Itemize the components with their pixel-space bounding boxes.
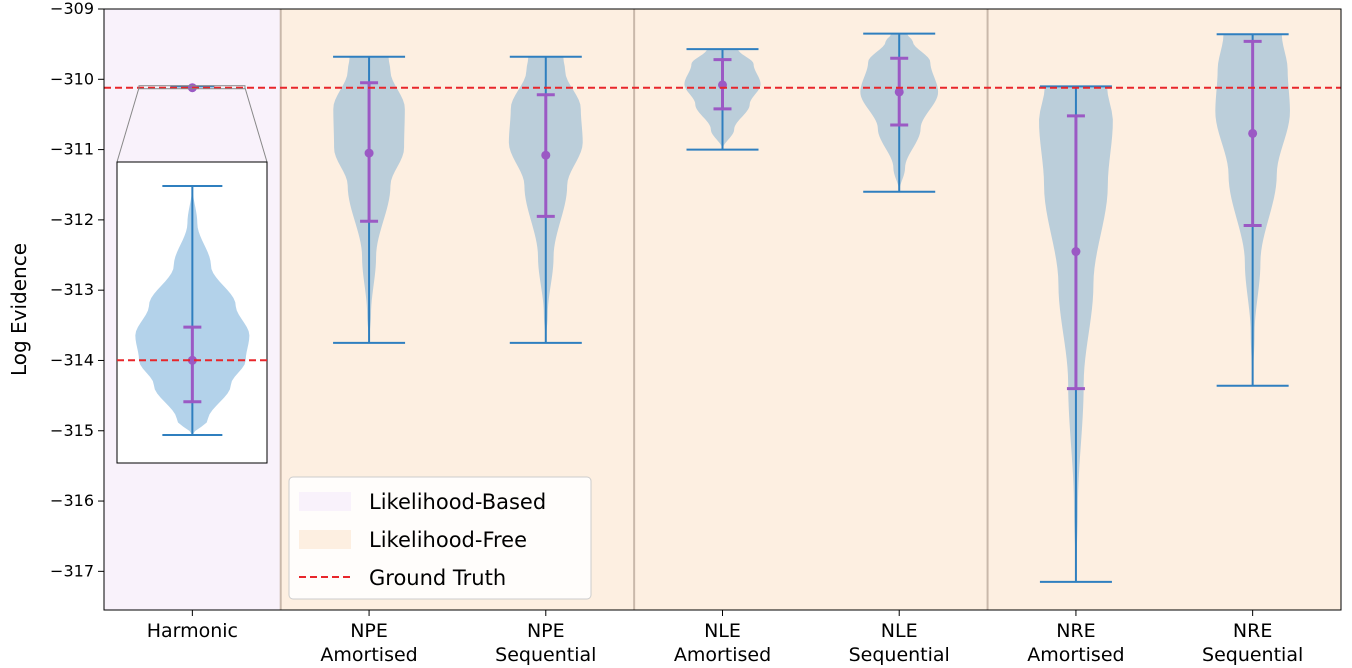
legend-box — [288, 476, 592, 600]
violin-6 — [1215, 33, 1290, 387]
legend-label-2: Ground Truth — [369, 566, 506, 590]
violin-mean-point-2 — [541, 150, 551, 160]
x-tick-label-5: NRE — [1056, 620, 1095, 642]
violin-mean-point-5 — [1071, 247, 1081, 257]
x-tick-label-3: NLE — [704, 620, 741, 642]
legend-label-1: Likelihood-Free — [369, 528, 527, 552]
y-tick-label-4: −313 — [50, 280, 94, 299]
violins — [170, 32, 1290, 583]
x-tick-sublabel-6: Sequential — [1202, 644, 1303, 666]
y-tick-label-6: −315 — [50, 421, 94, 440]
legend-label-0: Likelihood-Based — [369, 490, 546, 514]
violin-1 — [333, 55, 406, 344]
x-tick-label-1: NPE — [350, 620, 388, 642]
violin-2 — [508, 55, 583, 344]
inset-mean-point-0 — [187, 355, 197, 365]
region-separators — [279, 9, 989, 610]
y-tick-label-7: −316 — [50, 491, 94, 510]
inset-violin — [135, 185, 250, 436]
x-axis: Harmonic NPEAmortisedNPESequentialNLEAmor… — [147, 610, 1303, 666]
x-tick-sublabel-3: Amortised — [674, 644, 771, 666]
harmonic-inset — [116, 85, 268, 464]
violin-5 — [1039, 85, 1113, 583]
inset-connector-left — [116, 87, 140, 163]
violin-mean-point-1 — [364, 148, 374, 158]
violin-mean-point-6 — [1248, 128, 1258, 138]
y-tick-label-8: −317 — [50, 561, 94, 580]
y-tick-label-5: −314 — [50, 350, 94, 369]
violin-mean-point-4 — [894, 87, 904, 97]
legend: Likelihood-Based Likelihood-Free Ground Tr… — [288, 476, 592, 600]
y-tick-label-2: −311 — [50, 140, 94, 159]
x-tick-sublabel-1: Amortised — [320, 644, 417, 666]
x-tick-label-6: NRE — [1233, 620, 1272, 642]
x-tick-label-2: NPE — [527, 620, 565, 642]
x-tick-label-0: Harmonic — [147, 620, 238, 642]
violin-3 — [684, 48, 761, 151]
violin-4 — [860, 32, 939, 193]
inset-connector-right — [244, 87, 268, 163]
legend-swatch-1 — [299, 530, 351, 549]
legend-swatch-0 — [299, 492, 351, 511]
y-tick-label-1: −310 — [50, 69, 94, 88]
y-tick-label-3: −312 — [50, 210, 94, 229]
x-tick-sublabel-4: Sequential — [849, 644, 950, 666]
x-tick-label-4: NLE — [881, 620, 918, 642]
inset-source-box — [138, 85, 246, 90]
y-axis-label: Log Evidence — [7, 243, 31, 376]
x-tick-sublabel-2: Sequential — [495, 644, 596, 666]
y-axis: −309 −310 −311 −312 −313 −314 −315 −316 −317 — [50, 0, 104, 580]
y-tick-label-0: −309 — [50, 0, 94, 18]
x-tick-sublabel-5: Amortised — [1027, 644, 1124, 666]
